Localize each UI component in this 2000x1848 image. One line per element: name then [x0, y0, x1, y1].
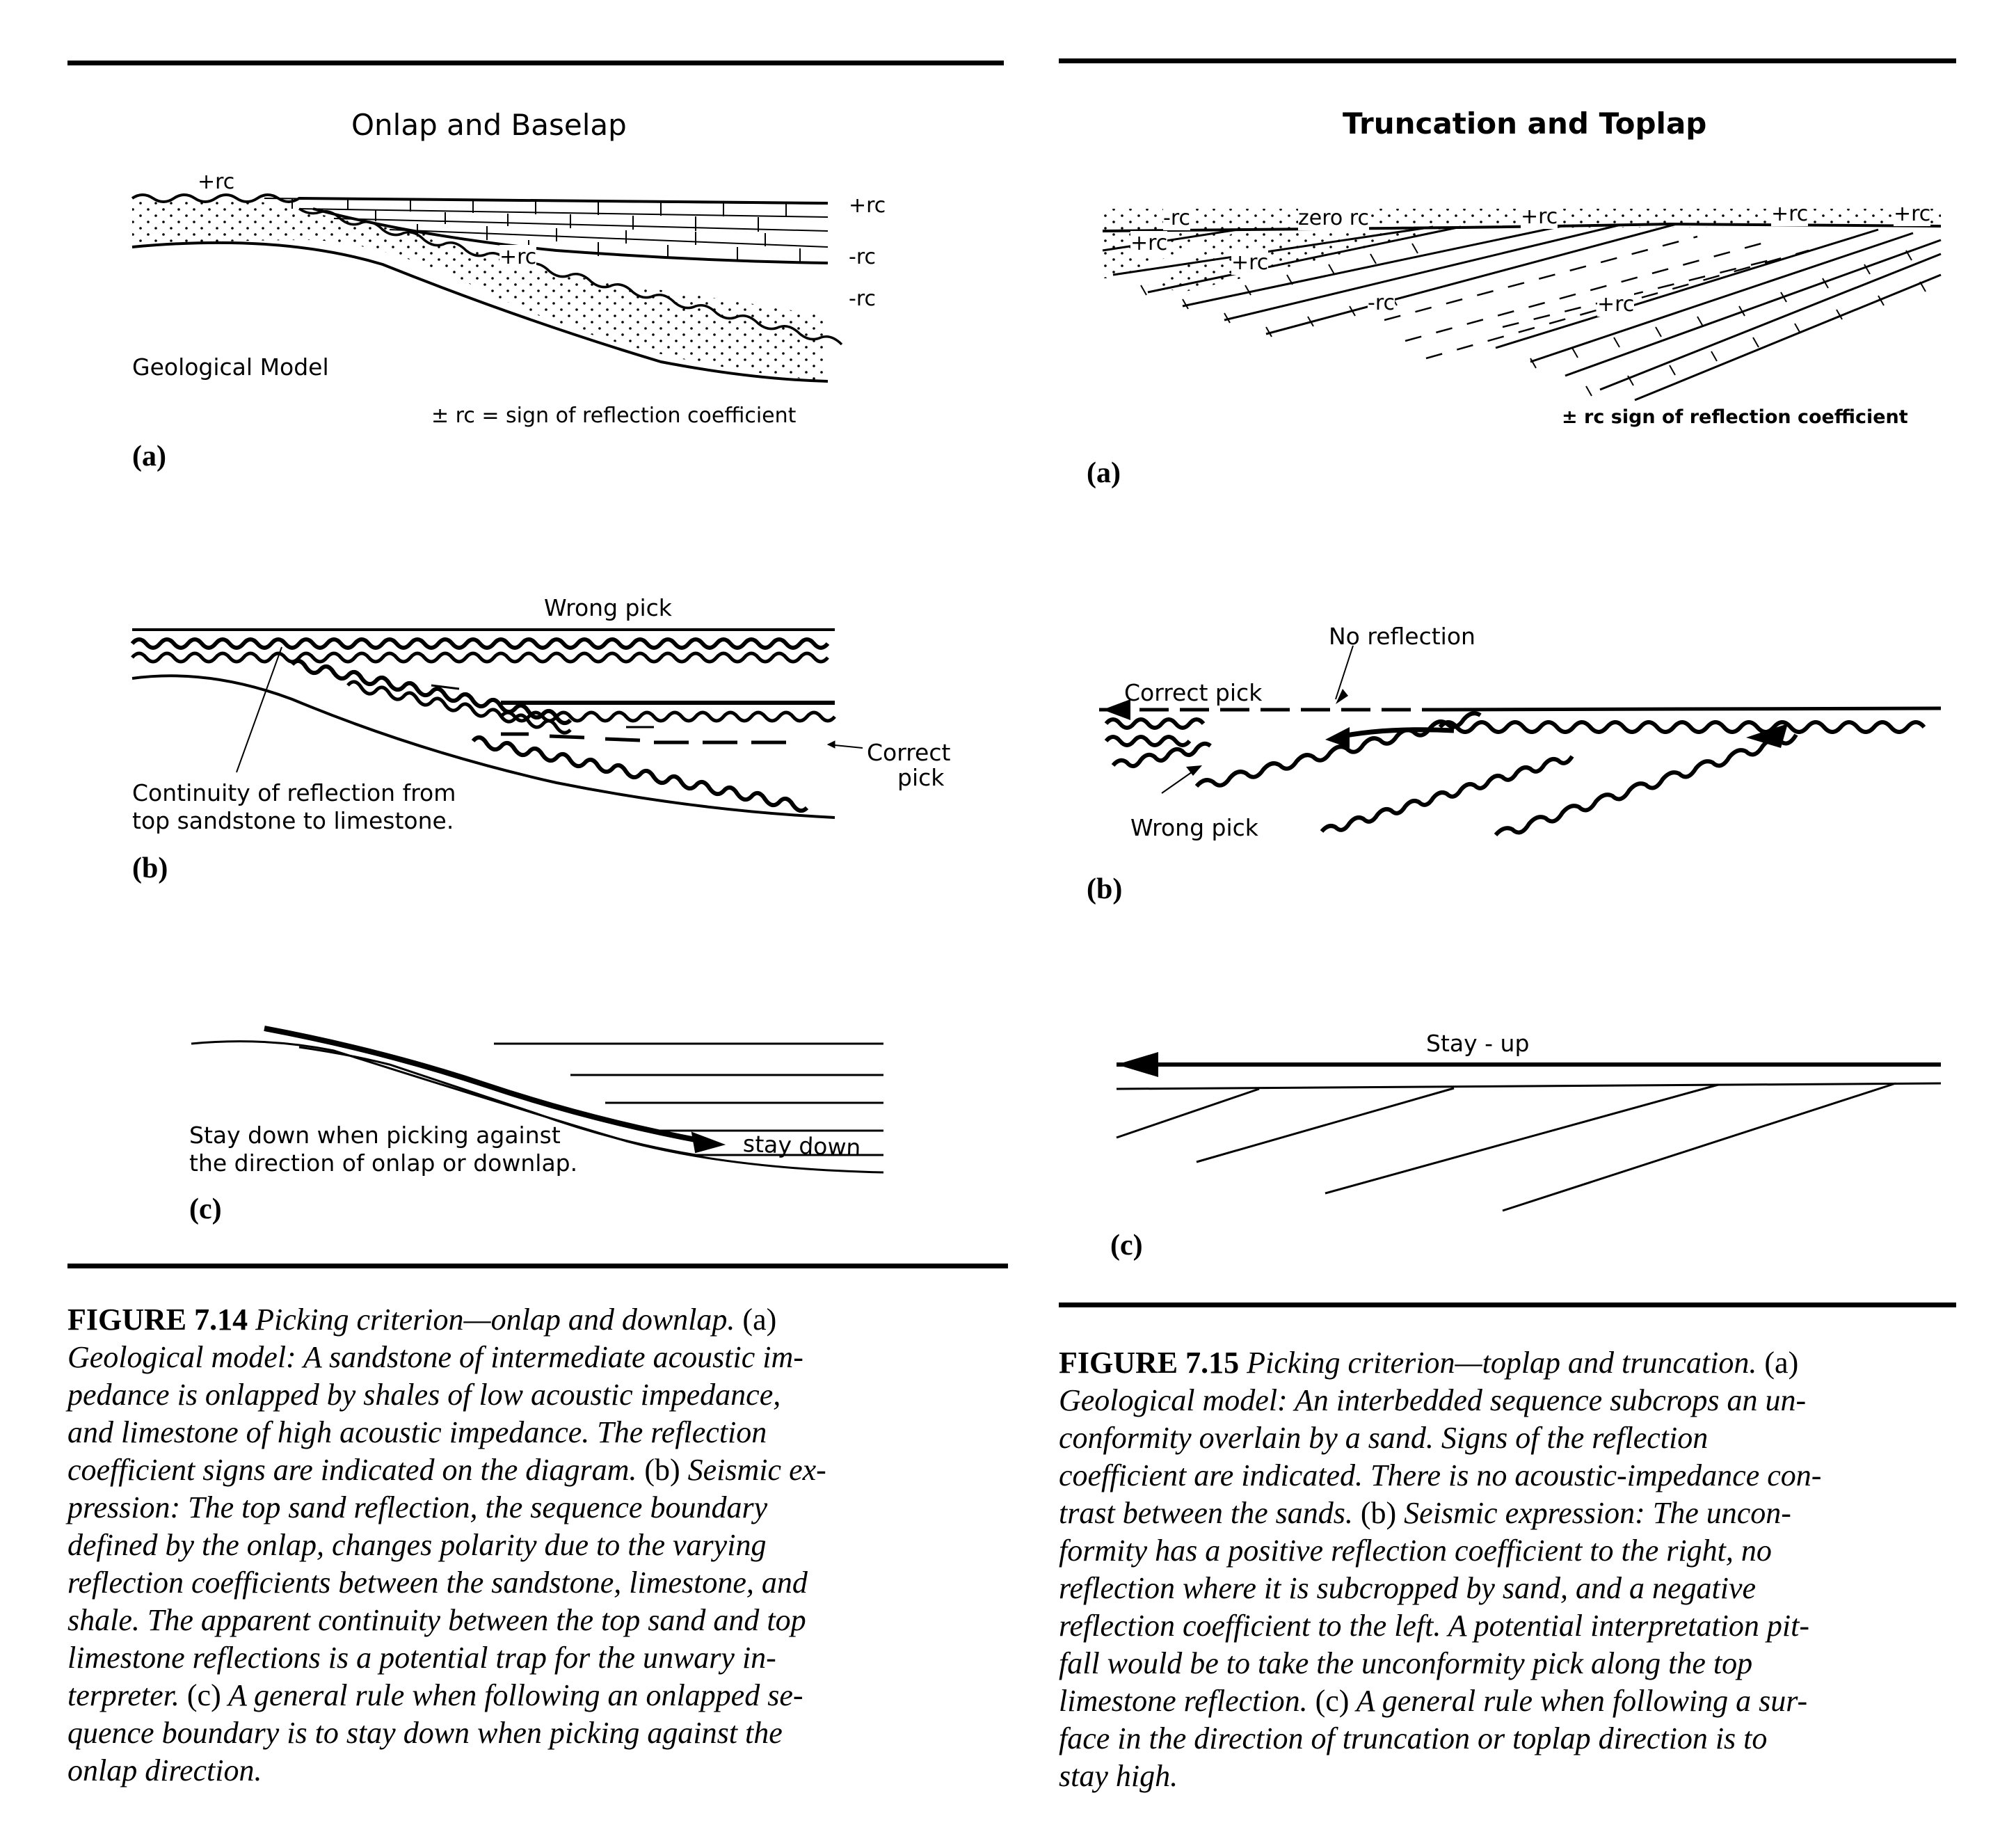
fig15a-rc-4: +rc [1771, 202, 1809, 226]
fig14-caption-l1b: (a) [735, 1303, 777, 1337]
fig14-caption-l5a: coefficient signs are indicated on the d… [67, 1453, 637, 1487]
fig15a-rc-8: -rc [1368, 291, 1395, 315]
fig14-bottom-rule [67, 1264, 1008, 1268]
fig14-caption-l12: quence boundary is to stay down when pic… [67, 1716, 783, 1750]
fig15c-letter: (c) [1110, 1229, 1143, 1261]
fig15-caption-l10b: (c) [1307, 1684, 1350, 1718]
fig15a-rc-2: zero rc [1298, 206, 1369, 230]
fig15a-rc-3: +rc [1521, 205, 1558, 229]
fig15-bottom-rule [1059, 1303, 1956, 1307]
fig15-caption-l3: conformity overlain by a sand. Signs of … [1059, 1421, 1709, 1455]
fig15a-rc-5: +rc [1894, 202, 1931, 226]
fig15-caption-l11: face in the direction of truncation or t… [1059, 1721, 1768, 1755]
fig14a-rc-top-left: +rc [198, 170, 235, 194]
fig15b-no-reflection: No reflection [1329, 623, 1475, 650]
fig14b-wrong-pick: Wrong pick [544, 594, 672, 621]
fig15-caption-l2: Geological model: An interbedded sequenc… [1059, 1383, 1807, 1417]
fig14-caption-l7: defined by the onlap, changes polarity d… [67, 1528, 767, 1562]
fig14b-continuity-1: Continuity of reflection from [132, 779, 456, 806]
fig14-caption-l8: reflection coefficients between the sand… [67, 1566, 808, 1600]
fig14-caption-l5b: (b) [637, 1453, 680, 1487]
fig14a-model-label: Geological Model [132, 353, 329, 381]
fig15-caption-l12: stay high. [1059, 1759, 1178, 1793]
fig14a-rc-right-3: -rc [849, 287, 876, 311]
fig14a-rc-middle: +rc [499, 245, 537, 269]
fig14a-letter: (a) [132, 440, 166, 472]
fig15-title: Truncation and Toplap [1343, 106, 1707, 141]
fig15-top-rule [1059, 58, 1956, 63]
fig14-caption-l3: pedance is onlapped by shales of low aco… [67, 1378, 781, 1412]
fig15-caption-l4: coefficient are indicated. There is no a… [1059, 1458, 1822, 1492]
fig15-caption-label: FIGURE 7.15 [1059, 1346, 1240, 1380]
fig14-caption-l9: shale. The apparent continuity between t… [67, 1603, 806, 1637]
fig14c-note-2: the direction of onlap or downlap. [189, 1149, 578, 1177]
fig15-caption-l9: fall would be to take the unconformity p… [1059, 1646, 1753, 1680]
fig14c-note-1: Stay down when picking against [189, 1122, 561, 1149]
fig14b-correct-pick-1: Correct [867, 739, 951, 766]
fig15a-rc-7: +rc [1231, 250, 1269, 275]
fig14-caption-l11a: terpreter. [67, 1678, 179, 1712]
fig14-caption-l1: Picking criterion—onlap and downlap. [248, 1303, 735, 1337]
fig15a-legend: ± rc sign of reflection coefficient [1562, 406, 1908, 428]
fig15c-stay-up: Stay - up [1426, 1030, 1530, 1057]
fig14-caption-l11b: (c) [179, 1678, 221, 1712]
fig14-caption-l4: and limestone of high acoustic impedance… [67, 1415, 767, 1449]
fig15a-rc-9: +rc [1597, 292, 1635, 317]
fig14b-letter: (b) [132, 852, 168, 884]
fig14-caption-l2: Geological model: A sandstone of interme… [67, 1340, 803, 1374]
fig14a-rc-right-1: +rc [849, 193, 886, 218]
fig15-caption-l10c: A general rule when following a sur- [1349, 1684, 1808, 1718]
fig15-caption: FIGURE 7.15 Picking criterion—toplap and… [1059, 1344, 1963, 1795]
fig15-caption-l5b: (b) [1352, 1496, 1397, 1530]
fig15-caption-l8: reflection coefficient to the left. A po… [1059, 1609, 1810, 1643]
fig14-caption-label: FIGURE 7.14 [67, 1303, 248, 1337]
fig14b-continuity-2: top sandstone to limestone. [132, 807, 454, 834]
fig15-caption-l6: formity has a positive reflection coeffi… [1059, 1534, 1772, 1568]
fig14-caption: FIGURE 7.14 Picking criterion—onlap and … [67, 1301, 1014, 1790]
fig14a-rc-right-2: -rc [849, 245, 876, 269]
fig14c-letter: (c) [189, 1193, 222, 1225]
fig15a-rc-1: -rc [1163, 206, 1190, 230]
fig15b-letter: (b) [1087, 873, 1123, 905]
fig15b-correct-pick: Correct pick [1124, 679, 1263, 706]
fig15b-wrong-pick: Wrong pick [1130, 814, 1258, 841]
fig15a-rc-6: +rc [1130, 231, 1168, 255]
fig14-top-rule [67, 61, 1004, 65]
fig15-caption-l1b: (a) [1757, 1346, 1799, 1380]
fig15-caption-l10a: limestone reflection. [1059, 1684, 1308, 1718]
fig14a-legend: ± rc = sign of reflection coefficient [431, 404, 797, 428]
fig15a-letter: (a) [1087, 457, 1121, 489]
fig15-caption-l1: Picking criterion—toplap and truncation. [1239, 1346, 1757, 1380]
fig14-caption-l10: limestone reflections is a potential tra… [67, 1641, 776, 1675]
fig14-caption-l11c: A general rule when following an onlappe… [221, 1678, 803, 1712]
fig14-title: Onlap and Baselap [351, 108, 627, 142]
fig14-caption-l5c: Seismic ex- [680, 1453, 826, 1487]
fig14-caption-l6: pression: The top sand reflection, the s… [67, 1490, 768, 1524]
fig15-caption-l5c: Seismic expression: The uncon- [1396, 1496, 1791, 1530]
fig14-caption-l13: onlap direction. [67, 1753, 262, 1787]
fig14b-correct-pick-2: pick [897, 764, 945, 791]
fig15-caption-l7: reflection where it is subcropped by san… [1059, 1571, 1757, 1605]
fig15-caption-l5a: trast between the sands. [1059, 1496, 1353, 1530]
